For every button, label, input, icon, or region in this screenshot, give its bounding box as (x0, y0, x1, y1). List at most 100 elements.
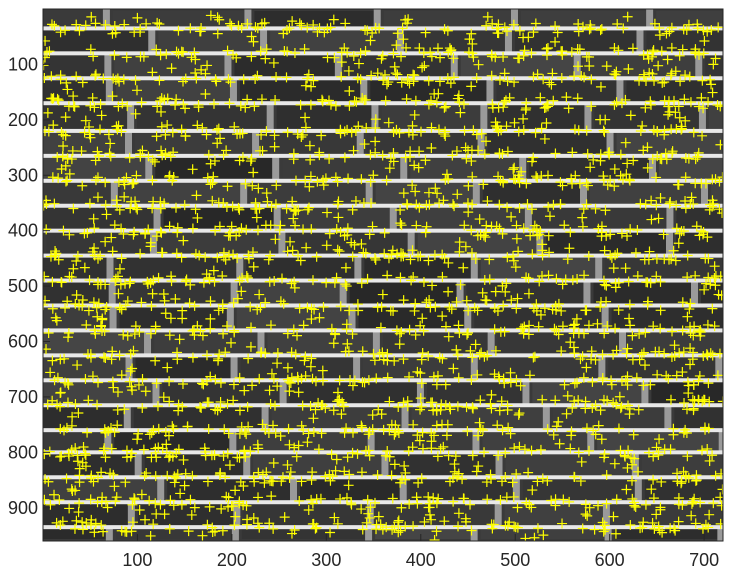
feature-point (413, 477, 424, 488)
feature-point (229, 327, 240, 338)
feature-point (530, 127, 541, 138)
feature-point (196, 378, 207, 389)
feature-point (300, 122, 311, 133)
feature-point (98, 352, 109, 363)
feature-point (398, 34, 409, 45)
feature-point (693, 375, 704, 386)
brick (391, 454, 496, 476)
feature-point (580, 396, 591, 407)
feature-point (143, 151, 154, 162)
feature-point (64, 168, 75, 179)
feature-point (703, 423, 714, 434)
feature-point (290, 175, 301, 186)
feature-point (109, 50, 120, 61)
mortar-line (43, 101, 723, 106)
feature-point (541, 43, 552, 54)
feature-point (586, 74, 597, 85)
feature-point (628, 429, 639, 440)
feature-point (49, 20, 60, 31)
feature-point (653, 213, 664, 224)
feature-point (670, 525, 681, 536)
feature-point (646, 214, 657, 225)
feature-point (106, 354, 117, 365)
feature-point (528, 152, 539, 163)
feature-point (680, 115, 691, 126)
feature-point (458, 262, 469, 273)
feature-point (196, 403, 207, 414)
feature-point (92, 146, 103, 157)
feature-point (707, 350, 718, 361)
feature-point (340, 279, 351, 290)
feature-point (550, 500, 561, 511)
feature-point (250, 203, 261, 214)
feature-point (236, 286, 247, 297)
feature-point (443, 174, 454, 185)
feature-point (386, 419, 397, 430)
feature-point (568, 320, 579, 331)
feature-point (265, 250, 276, 261)
feature-point (452, 189, 463, 200)
feature-point (152, 17, 163, 28)
feature-point (176, 499, 187, 510)
feature-point (316, 130, 327, 141)
feature-point (174, 334, 185, 345)
x-tick-label: 700 (689, 550, 719, 570)
feature-point (606, 379, 617, 390)
feature-point (214, 14, 225, 25)
brick (43, 282, 109, 304)
feature-point (170, 100, 181, 111)
feature-point (77, 517, 88, 528)
feature-point (426, 142, 437, 153)
feature-point (79, 262, 90, 273)
feature-point (443, 47, 454, 58)
feature-point (379, 227, 390, 238)
brick (162, 382, 280, 404)
brick (375, 529, 471, 539)
feature-point (548, 429, 559, 440)
feature-point (325, 475, 336, 486)
feature-point (298, 320, 309, 331)
feature-point (386, 470, 397, 481)
feature-point (606, 252, 617, 263)
feature-point (471, 73, 482, 84)
feature-point (217, 303, 228, 314)
feature-point (45, 367, 56, 378)
feature-point (187, 352, 198, 363)
feature-point (421, 297, 432, 308)
mortar-joint (698, 103, 706, 131)
feature-point (254, 522, 265, 533)
feature-point (616, 376, 627, 387)
mortar-joint (127, 103, 135, 131)
feature-point (113, 288, 124, 299)
feature-point (282, 362, 293, 373)
feature-point (514, 441, 525, 452)
feature-point (538, 74, 549, 85)
brick (656, 11, 723, 27)
feature-point (612, 248, 623, 259)
feature-point (236, 421, 247, 432)
feature-point (149, 156, 160, 167)
feature-point (466, 225, 477, 236)
feature-point (343, 480, 354, 491)
feature-point (304, 202, 315, 213)
feature-point (412, 430, 423, 441)
feature-point (688, 405, 699, 416)
feature-point (598, 275, 609, 286)
feature-point (150, 447, 161, 458)
feature-point (410, 329, 421, 340)
brick (236, 307, 349, 329)
feature-point (238, 480, 249, 491)
feature-point (152, 401, 163, 412)
feature-point (452, 350, 463, 361)
feature-point (80, 373, 91, 384)
mortar-joint (353, 355, 361, 381)
brick (529, 157, 650, 179)
feature-point (228, 379, 239, 390)
feature-point (678, 346, 689, 357)
feature-point (498, 177, 509, 188)
feature-point (234, 275, 245, 286)
brick (115, 80, 230, 102)
feature-point (190, 204, 201, 215)
brick (522, 479, 635, 501)
feature-point (691, 475, 702, 486)
